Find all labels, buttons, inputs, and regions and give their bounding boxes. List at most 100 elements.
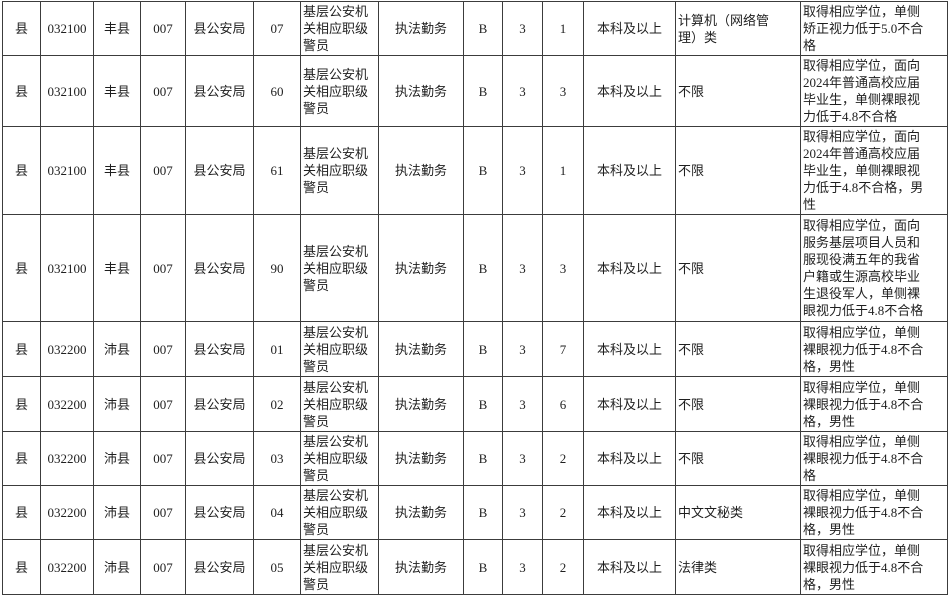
cell-county-name: 丰县 — [93, 126, 141, 215]
cell-exam-type: B — [463, 485, 503, 540]
cell-position-title: 基层公安机关相应职级警员 — [300, 539, 379, 595]
cell-position-type: 执法勤务 — [378, 214, 464, 322]
cell-open-ratio: 3 — [502, 431, 543, 486]
cell-exam-type: B — [463, 214, 503, 322]
cell-dept-code: 007 — [140, 321, 186, 377]
cell-dept-code: 007 — [140, 1, 186, 56]
cell-hire-count: 7 — [542, 321, 584, 377]
cell-org-code: 032200 — [40, 376, 94, 432]
cell-dept-code: 007 — [140, 431, 186, 486]
cell-county-name: 沛县 — [93, 431, 141, 486]
cell-position-title: 基层公安机关相应职级警员 — [300, 214, 379, 322]
cell-position-type: 执法勤务 — [378, 485, 464, 540]
cell-position-code: 07 — [253, 1, 301, 56]
cell-position-code: 61 — [253, 126, 301, 215]
cell-education: 本科及以上 — [583, 55, 676, 127]
cell-dept-name: 县公安局 — [185, 431, 254, 486]
cell-dept-name: 县公安局 — [185, 126, 254, 215]
cell-position-code: 04 — [253, 485, 301, 540]
cell-position-type: 执法勤务 — [378, 55, 464, 127]
cell-position-code: 05 — [253, 539, 301, 595]
cell-county-level: 县 — [2, 485, 41, 540]
cell-hire-count: 2 — [542, 485, 584, 540]
table-row: 县 032200 沛县 007 县公安局 04 基层公安机关相应职级警员 执法勤… — [2, 485, 948, 540]
cell-county-name: 丰县 — [93, 55, 141, 127]
cell-county-name: 沛县 — [93, 539, 141, 595]
cell-county-name: 丰县 — [93, 214, 141, 322]
cell-hire-count: 1 — [542, 126, 584, 215]
cell-org-code: 032100 — [40, 214, 94, 322]
cell-dept-name: 县公安局 — [185, 485, 254, 540]
cell-major: 不限 — [675, 431, 801, 486]
table-row: 县 032100 丰县 007 县公安局 61 基层公安机关相应职级警员 执法勤… — [2, 126, 948, 215]
cell-dept-code: 007 — [140, 126, 186, 215]
cell-remarks: 取得相应学位，单侧 矫正视力低于5.0不合 格 — [800, 1, 948, 56]
cell-position-code: 02 — [253, 376, 301, 432]
cell-dept-name: 县公安局 — [185, 55, 254, 127]
cell-position-title: 基层公安机关相应职级警员 — [300, 431, 379, 486]
cell-education: 本科及以上 — [583, 321, 676, 377]
cell-county-name: 沛县 — [93, 376, 141, 432]
cell-open-ratio: 3 — [502, 126, 543, 215]
cell-hire-count: 3 — [542, 214, 584, 322]
cell-position-title: 基层公安机关相应职级警员 — [300, 55, 379, 127]
cell-hire-count: 2 — [542, 539, 584, 595]
cell-county-level: 县 — [2, 321, 41, 377]
cell-county-level: 县 — [2, 1, 41, 56]
cell-exam-type: B — [463, 431, 503, 486]
cell-county-name: 沛县 — [93, 485, 141, 540]
cell-major: 计算机（网络管 理）类 — [675, 1, 801, 56]
cell-hire-count: 6 — [542, 376, 584, 432]
cell-position-code: 90 — [253, 214, 301, 322]
cell-exam-type: B — [463, 321, 503, 377]
cell-major: 法律类 — [675, 539, 801, 595]
cell-major: 不限 — [675, 126, 801, 215]
cell-exam-type: B — [463, 1, 503, 56]
cell-position-title: 基层公安机关相应职级警员 — [300, 376, 379, 432]
cell-hire-count: 2 — [542, 431, 584, 486]
cell-education: 本科及以上 — [583, 376, 676, 432]
cell-dept-name: 县公安局 — [185, 321, 254, 377]
cell-dept-code: 007 — [140, 214, 186, 322]
cell-exam-type: B — [463, 126, 503, 215]
cell-position-title: 基层公安机关相应职级警员 — [300, 126, 379, 215]
cell-remarks: 取得相应学位，单侧 裸眼视力低于4.8不合 格 — [800, 431, 948, 486]
cell-dept-code: 007 — [140, 539, 186, 595]
table-row: 县 032100 丰县 007 县公安局 90 基层公安机关相应职级警员 执法勤… — [2, 214, 948, 322]
cell-county-level: 县 — [2, 431, 41, 486]
cell-major: 中文文秘类 — [675, 485, 801, 540]
cell-org-code: 032100 — [40, 55, 94, 127]
cell-org-code: 032100 — [40, 126, 94, 215]
cell-major: 不限 — [675, 55, 801, 127]
cell-open-ratio: 3 — [502, 1, 543, 56]
cell-dept-code: 007 — [140, 55, 186, 127]
cell-position-type: 执法勤务 — [378, 321, 464, 377]
table-row: 县 032200 沛县 007 县公安局 02 基层公安机关相应职级警员 执法勤… — [2, 376, 948, 432]
cell-major: 不限 — [675, 376, 801, 432]
cell-county-name: 丰县 — [93, 1, 141, 56]
cell-education: 本科及以上 — [583, 539, 676, 595]
cell-position-type: 执法勤务 — [378, 431, 464, 486]
cell-position-type: 执法勤务 — [378, 539, 464, 595]
cell-dept-name: 县公安局 — [185, 214, 254, 322]
cell-major: 不限 — [675, 321, 801, 377]
cell-hire-count: 3 — [542, 55, 584, 127]
cell-position-code: 03 — [253, 431, 301, 486]
cell-education: 本科及以上 — [583, 485, 676, 540]
cell-position-type: 执法勤务 — [378, 126, 464, 215]
cell-org-code: 032100 — [40, 1, 94, 56]
cell-dept-code: 007 — [140, 485, 186, 540]
cell-major: 不限 — [675, 214, 801, 322]
cell-exam-type: B — [463, 55, 503, 127]
cell-county-name: 沛县 — [93, 321, 141, 377]
cell-education: 本科及以上 — [583, 126, 676, 215]
cell-remarks: 取得相应学位，单侧 裸眼视力低于4.8不合 格，男性 — [800, 321, 948, 377]
cell-remarks: 取得相应学位，单侧 裸眼视力低于4.8不合 格，男性 — [800, 539, 948, 595]
cell-education: 本科及以上 — [583, 431, 676, 486]
cell-remarks: 取得相应学位，单侧 裸眼视力低于4.8不合 格，男性 — [800, 376, 948, 432]
cell-dept-name: 县公安局 — [185, 1, 254, 56]
cell-open-ratio: 3 — [502, 376, 543, 432]
cell-position-code: 60 — [253, 55, 301, 127]
cell-dept-code: 007 — [140, 376, 186, 432]
